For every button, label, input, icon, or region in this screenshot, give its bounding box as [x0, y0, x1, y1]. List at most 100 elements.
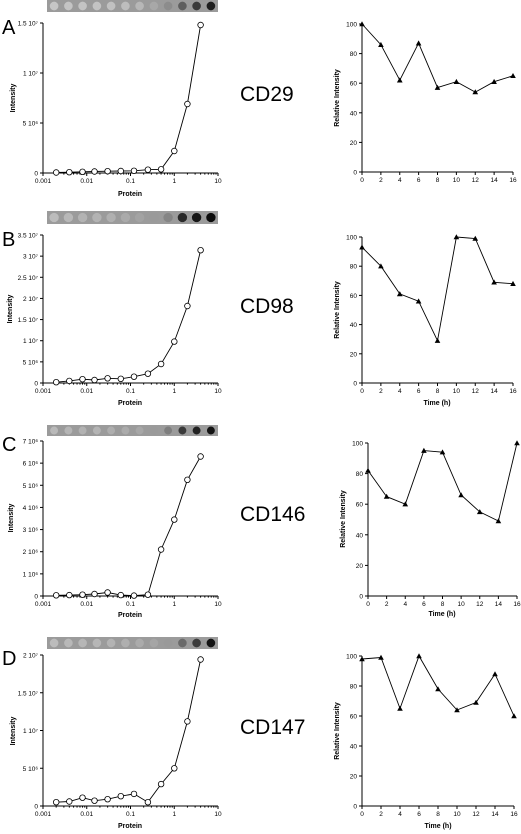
dot-blot-background — [47, 211, 218, 224]
time-course-chart: 0 20 40 60 80 100 0 2 4 6 8 10 12 14 16 Relative Inte… — [334, 653, 518, 830]
data-point — [130, 373, 138, 380]
dot-blot-spot — [78, 638, 87, 648]
data-points — [53, 21, 204, 176]
data-point — [396, 291, 403, 297]
x-tick-label: 6 — [422, 601, 426, 608]
data-point — [130, 790, 138, 798]
y-tick-label: 60 — [350, 81, 358, 88]
dot-blot-spot — [107, 426, 116, 435]
y-tick-label: 1 10⁷ — [23, 728, 39, 735]
x-ticks: 0 2 4 6 8 10 12 14 16 — [360, 806, 518, 818]
x-tick-label: 2 — [379, 811, 383, 818]
data-point — [184, 302, 191, 310]
y-tick-label: 40 — [350, 744, 358, 751]
x-tick-label: 12 — [472, 177, 480, 184]
x-tick-label: 1 — [172, 811, 176, 818]
data-point — [359, 244, 365, 250]
data-point — [91, 797, 98, 804]
x-tick-label: 0.01 — [80, 601, 93, 608]
panel-letter: A — [2, 17, 16, 39]
data-point — [117, 793, 124, 800]
series-line — [361, 654, 515, 717]
dot-blot-spot — [121, 426, 130, 435]
data-points — [365, 440, 520, 524]
x-tick-label: 1 — [172, 178, 176, 185]
panel-letter: B — [2, 229, 15, 251]
y-ticks: 0 5 10⁶ 1 10⁷ 1.5 10⁷ — [18, 21, 43, 178]
dot-blot-spot — [77, 212, 88, 223]
y-tick-label: 2 10⁶ — [23, 549, 39, 556]
y-ticks: 0 20 40 60 80 100 — [352, 441, 368, 601]
data-point — [184, 100, 191, 108]
y-tick-label: 1.5 10⁷ — [18, 317, 39, 324]
y-tick-label: 0 — [353, 381, 357, 388]
dot-blot-spot — [178, 1, 187, 11]
x-tick-label: 10 — [214, 388, 222, 395]
marker-label: CD29 — [240, 83, 294, 106]
data-point — [91, 168, 98, 175]
y-tick-label: 0 — [359, 594, 363, 601]
data-point — [434, 337, 441, 343]
data-point — [197, 453, 204, 460]
dot-blot-strip — [47, 637, 218, 649]
data-point — [53, 379, 60, 386]
data-point — [171, 338, 178, 345]
x-tick-label: 0 — [360, 388, 364, 395]
x-tick-label: 0.001 — [35, 388, 52, 395]
dot-blot-spot — [191, 212, 202, 223]
data-point — [197, 21, 204, 29]
y-tick-label: 7 10⁶ — [23, 439, 39, 446]
data-point — [476, 509, 483, 515]
x-axis-label: Protein — [118, 191, 142, 198]
x-axis-label: Protein — [118, 612, 142, 619]
data-point — [415, 40, 422, 46]
x-tick-label: 0.001 — [35, 601, 52, 608]
x-tick-label: 16 — [510, 811, 518, 818]
y-axis-label: Intensity — [7, 295, 14, 324]
data-point — [79, 168, 86, 175]
dot-blot-spot — [92, 1, 102, 11]
y-tick-label: 20 — [350, 774, 358, 781]
dot-blot-spot — [206, 426, 215, 435]
x-tick-label: 0 — [360, 177, 364, 184]
dot-blot-strip — [47, 425, 218, 436]
x-tick-label: 4 — [398, 388, 402, 395]
y-tick-label: 80 — [350, 51, 358, 58]
dot-blot-spot — [106, 1, 116, 11]
series-line — [56, 24, 202, 173]
dot-blot-spot — [178, 426, 187, 435]
data-point — [104, 589, 111, 596]
dot-blot-spot — [163, 1, 173, 11]
x-tick-label: 12 — [472, 811, 480, 818]
y-tick-label: 0 — [34, 804, 38, 811]
data-point — [66, 168, 73, 176]
dot-blot-spot — [149, 212, 159, 223]
x-tick-label: 16 — [509, 388, 517, 395]
y-axis-label: Relative Intensity — [334, 702, 341, 760]
dot-blot-spot — [134, 212, 145, 223]
data-points — [53, 656, 204, 806]
dot-blot-spot — [192, 426, 201, 435]
series-line — [367, 442, 518, 522]
data-points — [53, 246, 204, 386]
data-point — [104, 796, 111, 803]
dot-blot-spot — [163, 638, 173, 648]
y-ticks: 0 20 40 60 80 100 — [346, 654, 362, 811]
x-tick-label: 10 — [453, 811, 461, 818]
x-ticks: 0 2 4 6 8 10 12 14 16 — [360, 172, 517, 184]
y-tick-label: 40 — [350, 110, 358, 117]
y-tick-label: 60 — [356, 502, 364, 509]
y-tick-label: 40 — [350, 322, 358, 329]
dot-blot-spot — [121, 638, 130, 648]
time-course-chart: 0 20 40 60 80 100 0 2 4 6 8 10 12 14 16 Relative Inte… — [334, 21, 517, 184]
x-tick-label: 0.1 — [126, 178, 135, 185]
x-axis-label: Protein — [118, 400, 142, 407]
y-axis-label: Relative Intensity — [334, 69, 341, 127]
dot-blot-spot — [92, 212, 102, 223]
x-tick-label: 0.001 — [35, 811, 52, 818]
protein-curve-chart: 0 5 10⁶ 1 10⁷ 1.5 10⁷ 0.001 0.01 0.1 1 10 Inten… — [10, 21, 222, 199]
data-point — [495, 518, 502, 524]
x-tick-label: 2 — [379, 388, 383, 395]
data-point — [510, 280, 516, 286]
y-tick-label: 20 — [350, 351, 358, 358]
